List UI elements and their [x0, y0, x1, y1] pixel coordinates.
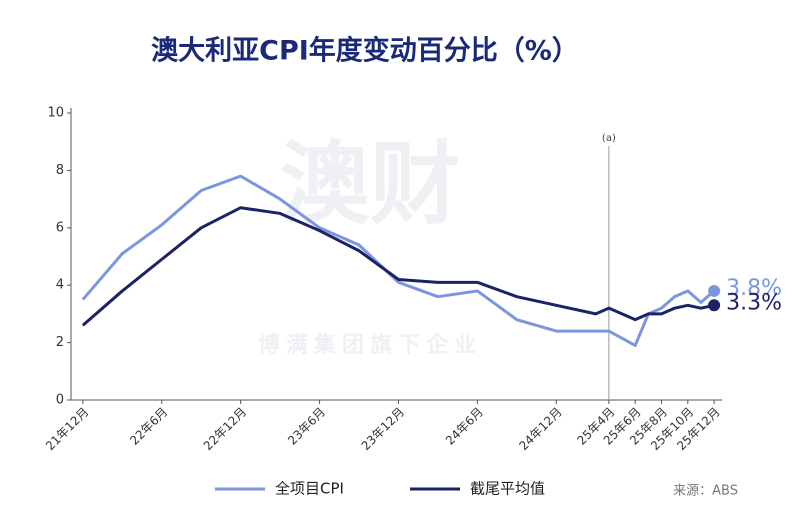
x-tick-label: 23年6月 — [285, 405, 328, 448]
watermark: 博满集团旗下企业 — [258, 332, 482, 358]
x-tick-label: 23年12月 — [359, 405, 407, 453]
x-tick-label: 21年12月 — [43, 405, 91, 453]
x-tick-label: 22年6月 — [127, 405, 170, 448]
x-tick-label: 22年12月 — [201, 405, 249, 453]
end-point — [708, 284, 721, 297]
y-tick-label: 6 — [56, 220, 64, 235]
legend-label: 全项目CPI — [275, 480, 344, 498]
watermark: 澳财 — [280, 132, 460, 237]
chart-title: 澳大利亚CPI年度变动百分比（%） — [151, 35, 579, 67]
end-point — [708, 299, 721, 312]
series-line — [81, 206, 715, 327]
series-line — [81, 174, 716, 347]
y-tick-label: 0 — [56, 393, 64, 408]
source-note: 来源：ABS — [673, 484, 738, 499]
y-tick-label: 2 — [56, 335, 64, 350]
end-label: 3.3% — [726, 290, 782, 315]
y-tick-label: 8 — [56, 163, 64, 178]
legend-label: 截尾平均值 — [470, 480, 545, 498]
x-tick-label: 24年6月 — [443, 405, 486, 448]
x-tick-label: 24年12月 — [516, 405, 564, 453]
y-tick-label: 10 — [47, 106, 64, 121]
y-tick-label: 4 — [56, 278, 64, 293]
end-label: 3.8% — [726, 276, 782, 301]
annotation-label: (a) — [602, 133, 616, 144]
